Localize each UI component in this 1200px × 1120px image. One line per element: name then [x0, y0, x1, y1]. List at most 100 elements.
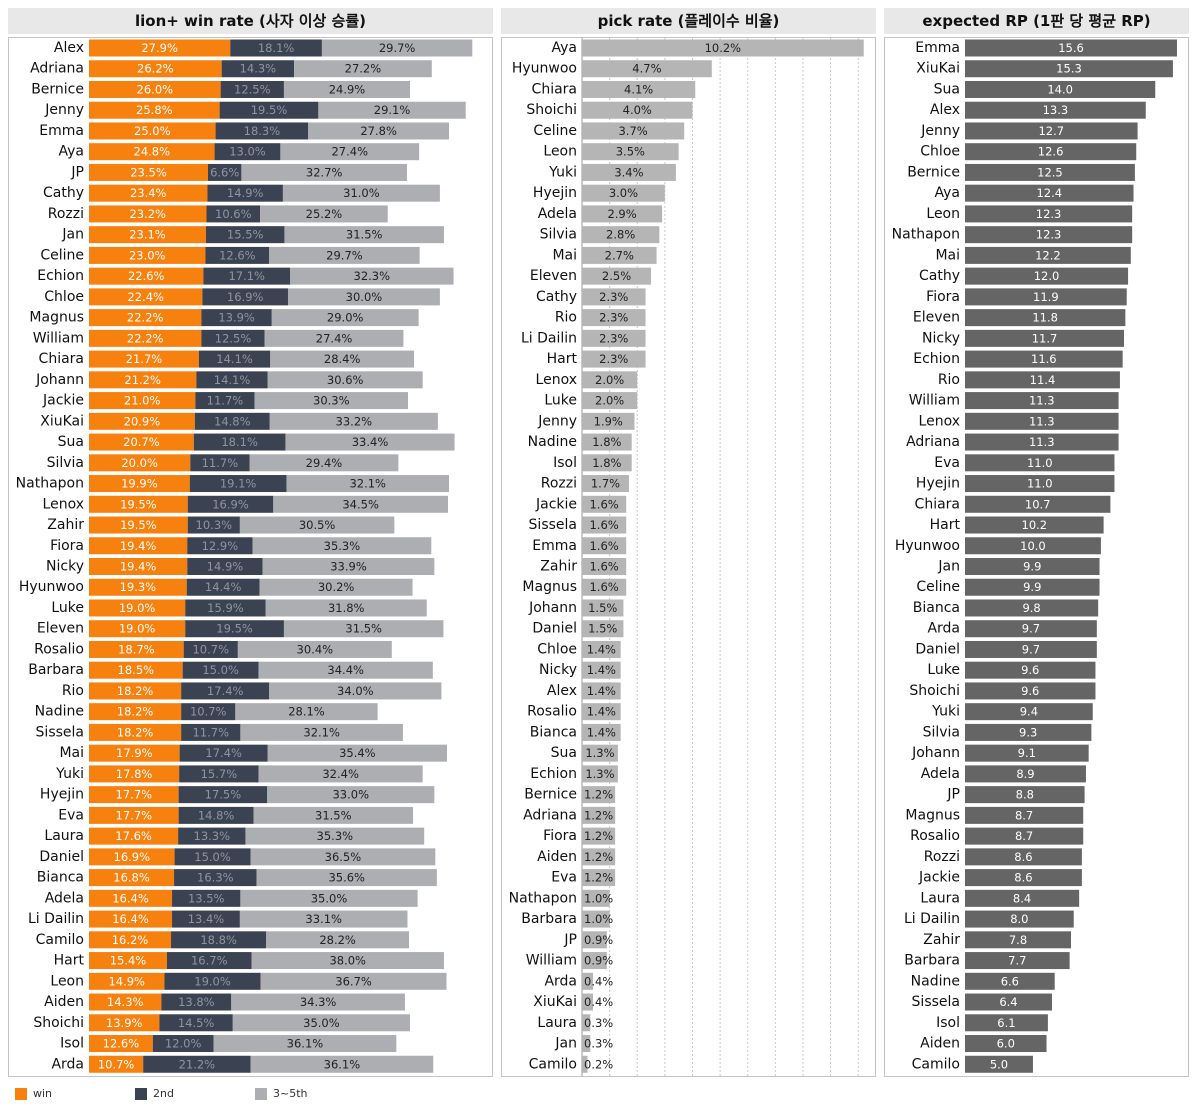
data-label: 21.2% — [124, 373, 161, 387]
bar-2nd — [206, 205, 261, 223]
bar-3-5th — [264, 329, 404, 347]
data-label: 35.0% — [303, 1016, 340, 1030]
data-label: 13.9% — [218, 311, 255, 325]
data-label: 1.2% — [584, 788, 613, 802]
data-label: 6.6 — [1001, 974, 1019, 988]
bar-3-5th — [239, 516, 395, 534]
bar-3-5th — [294, 60, 432, 78]
bar-3-5th — [240, 723, 403, 741]
bar-2nd — [207, 163, 242, 181]
category-label: Lenox — [536, 372, 577, 388]
bar-expected-rp — [965, 495, 1111, 513]
data-label: 17.4% — [207, 684, 244, 698]
data-label: 35.0% — [311, 891, 348, 905]
data-label: 1.4% — [587, 705, 616, 719]
bar-2nd — [183, 640, 238, 658]
bar-expected-rp — [965, 246, 1131, 264]
category-label: Sua — [934, 81, 960, 97]
data-label: 1.8% — [592, 456, 621, 470]
category-label: Eva — [934, 455, 960, 471]
bar-2nd — [194, 412, 270, 430]
category-label: Eva — [58, 807, 84, 823]
category-label: Echion — [37, 268, 84, 284]
bar-win — [89, 350, 199, 368]
bar-2nd — [174, 848, 251, 866]
bar-expected-rp — [965, 80, 1156, 98]
data-label: 27.9% — [141, 41, 178, 55]
data-label: 17.8% — [116, 767, 153, 781]
data-label: 9.7 — [1022, 642, 1040, 656]
bar-2nd — [161, 993, 232, 1011]
bar-3-5th — [269, 246, 420, 264]
bar-win — [89, 80, 221, 98]
bar-pick-rate — [582, 848, 616, 866]
data-label: 23.1% — [129, 228, 166, 242]
data-label: 25.2% — [306, 207, 343, 221]
data-label: 28.1% — [288, 705, 325, 719]
category-label: Luke — [544, 393, 577, 409]
category-label: Hart — [54, 953, 85, 969]
bar-pick-rate — [582, 205, 663, 223]
category-label: William — [33, 330, 84, 346]
category-label: Laura — [44, 828, 84, 844]
bar-2nd — [189, 475, 287, 493]
bar-win — [89, 412, 195, 430]
category-label: Fiora — [50, 538, 84, 554]
category-label: Eleven — [530, 268, 577, 284]
data-label: 8.7 — [1015, 808, 1033, 822]
data-label: 12.3 — [1036, 228, 1062, 242]
bar-pick-rate — [582, 640, 621, 658]
data-label: 8.9 — [1016, 767, 1034, 781]
bar-pick-rate — [582, 226, 660, 244]
bar-2nd — [201, 309, 272, 327]
category-label: Leon — [543, 144, 577, 160]
bar-2nd — [179, 765, 259, 783]
category-label: Emma — [915, 40, 960, 56]
bar-pick-rate — [582, 412, 635, 430]
bar-pick-rate — [582, 163, 676, 181]
data-label: 17.7% — [116, 808, 153, 822]
category-label: Rio — [938, 372, 960, 388]
data-label: 9.1 — [1018, 746, 1036, 760]
category-label: Chiara — [532, 81, 577, 97]
bar-expected-rp — [965, 993, 1052, 1011]
category-label: Eleven — [37, 621, 84, 637]
bar-pick-rate — [582, 143, 679, 161]
bar-3-5th — [285, 433, 455, 451]
data-label: 23.0% — [129, 248, 166, 262]
category-label: Aiden — [44, 994, 84, 1010]
bar-win — [89, 267, 204, 285]
bar-pick-rate — [582, 931, 607, 949]
data-label: 18.3% — [244, 124, 281, 138]
category-label: Chloe — [44, 289, 84, 305]
bar-win — [89, 433, 194, 451]
data-label: 11.3 — [1029, 394, 1055, 408]
data-label: 16.3% — [197, 871, 234, 885]
data-label: 26.2% — [137, 62, 174, 76]
category-label: Sissela — [529, 517, 577, 533]
bar-3-5th — [266, 931, 409, 949]
bar-expected-rp — [965, 350, 1123, 368]
bar-win — [89, 122, 216, 140]
data-label: 12.6% — [103, 1037, 140, 1051]
data-label: 12.9% — [202, 539, 239, 553]
data-label: 13.3% — [194, 829, 231, 843]
bar-expected-rp — [965, 412, 1119, 430]
data-label: 1.7% — [591, 477, 620, 491]
category-label: Adela — [538, 206, 577, 222]
category-label: Magnus — [522, 579, 577, 595]
bar-win — [89, 848, 175, 866]
data-label: 14.1% — [216, 352, 253, 366]
category-label: Luke — [927, 662, 960, 678]
data-label: 19.3% — [120, 580, 157, 594]
data-label: 0.9% — [584, 933, 613, 947]
category-label: Bianca — [530, 724, 577, 740]
data-label: 1.0% — [584, 912, 613, 926]
bar-expected-rp — [965, 288, 1127, 306]
category-label: Magnus — [905, 807, 960, 823]
bar-3-5th — [250, 1055, 434, 1073]
bar-win — [89, 558, 188, 575]
data-label: 14.9% — [108, 974, 145, 988]
bar-pick-rate — [582, 246, 657, 264]
data-label: 33.9% — [330, 560, 367, 574]
